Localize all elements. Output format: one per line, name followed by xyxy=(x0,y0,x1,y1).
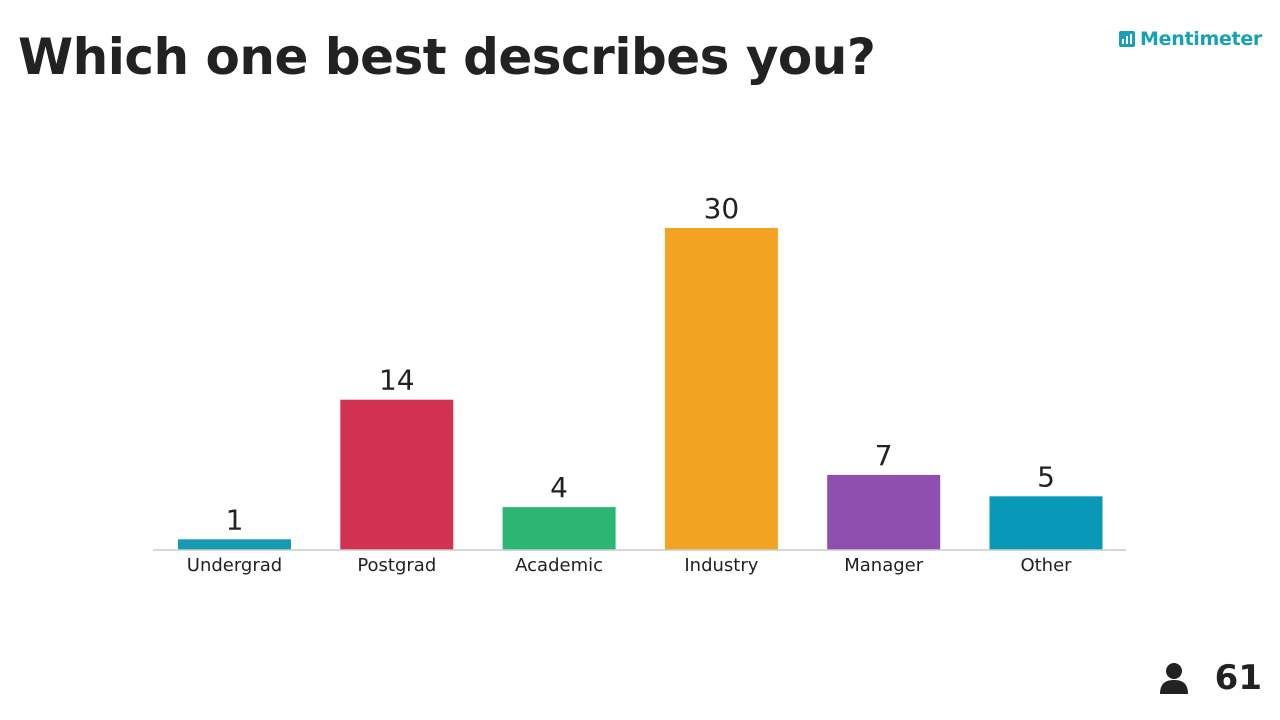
question-title: Which one best describes you? xyxy=(18,28,876,86)
brand-name: Mentimeter xyxy=(1140,28,1262,50)
bar-undergrad xyxy=(178,539,291,550)
category-label-postgrad: Postgrad xyxy=(357,555,436,576)
category-label-other: Other xyxy=(1020,555,1072,576)
participant-counter: 61 xyxy=(1159,658,1262,698)
value-label-academic: 4 xyxy=(550,471,568,504)
brand-logo: Mentimeter xyxy=(1119,28,1262,50)
value-label-manager: 7 xyxy=(875,439,893,472)
value-label-industry: 30 xyxy=(704,192,740,225)
category-label-industry: Industry xyxy=(684,555,758,576)
category-label-manager: Manager xyxy=(844,555,923,576)
bar-industry xyxy=(664,228,778,550)
value-label-postgrad: 14 xyxy=(379,364,415,397)
person-icon xyxy=(1159,663,1188,694)
value-label-undergrad: 1 xyxy=(226,503,244,536)
bar-other xyxy=(989,496,1103,550)
bar-manager xyxy=(827,474,941,550)
category-label-academic: Academic xyxy=(515,555,603,576)
bar-postgrad xyxy=(340,399,454,550)
bar-chart-icon xyxy=(1119,31,1136,47)
bar-academic xyxy=(502,507,616,550)
category-label-undergrad: Undergrad xyxy=(187,555,282,576)
participant-count: 61 xyxy=(1214,658,1262,698)
value-label-other: 5 xyxy=(1037,460,1055,493)
